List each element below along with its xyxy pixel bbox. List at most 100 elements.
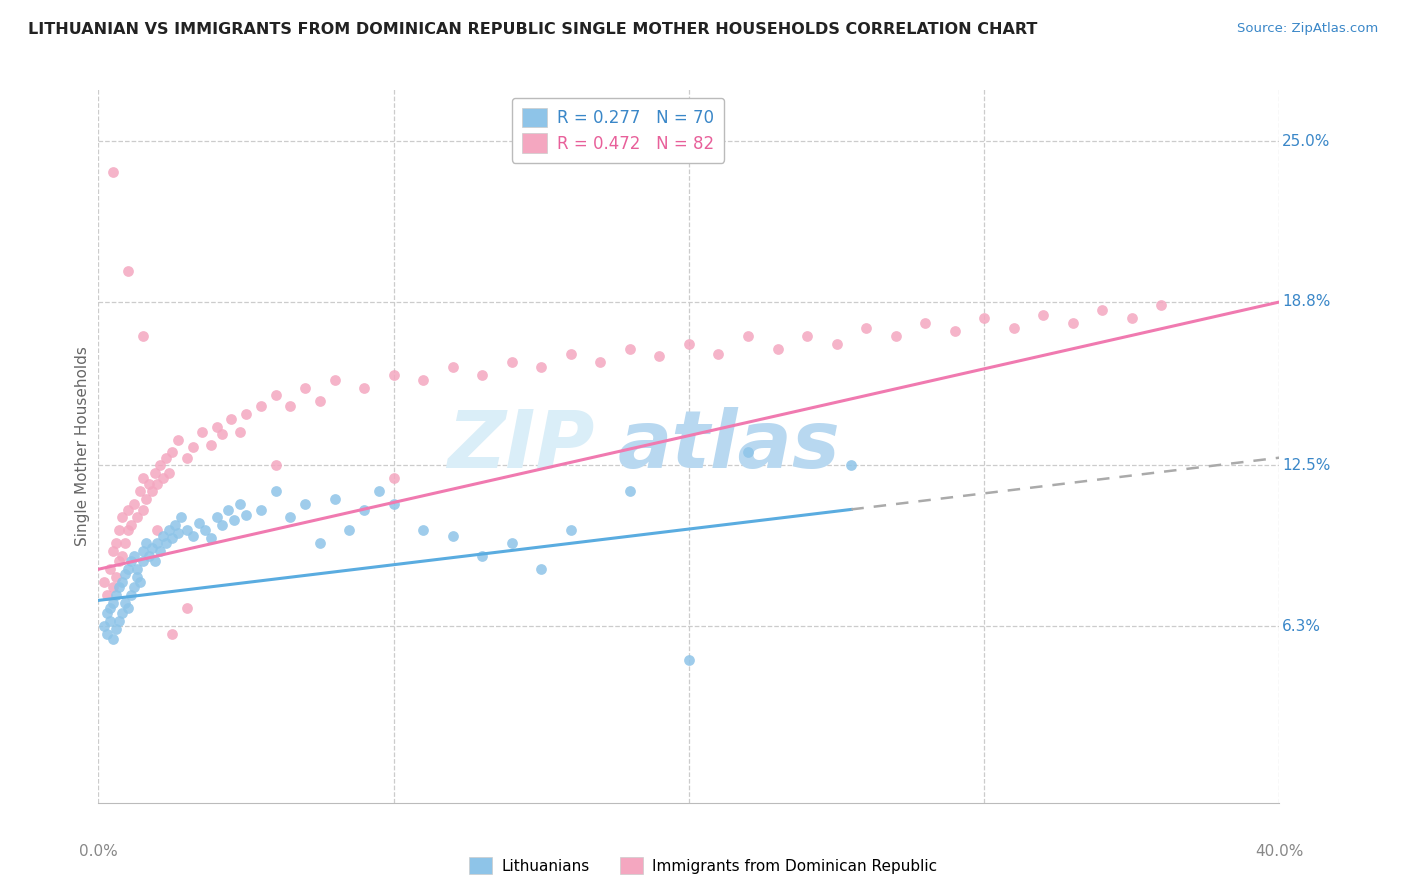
Point [108, 581, 131, 595]
Point [278, 399, 302, 413]
Point [471, 368, 494, 382]
Point [120, 518, 142, 533]
Point [149, 458, 172, 473]
Point [678, 653, 700, 667]
Point [96, 588, 118, 602]
Point [111, 607, 134, 621]
Point [441, 528, 464, 542]
Point [111, 510, 134, 524]
Point [235, 508, 257, 522]
Point [796, 328, 818, 343]
Point [884, 328, 907, 343]
Point [205, 419, 228, 434]
Point [162, 445, 183, 459]
Point [120, 554, 142, 568]
Point [309, 536, 332, 550]
Point [93, 575, 115, 590]
Point [353, 502, 375, 516]
Legend: R = 0.277   N = 70, R = 0.472   N = 82: R = 0.277 N = 70, R = 0.472 N = 82 [512, 97, 724, 162]
Point [132, 502, 155, 516]
Point [211, 427, 233, 442]
Point [105, 570, 128, 584]
Point [412, 373, 434, 387]
Point [589, 354, 612, 368]
Point [117, 502, 139, 516]
Point [973, 310, 995, 325]
Text: Source: ZipAtlas.com: Source: ZipAtlas.com [1237, 22, 1378, 36]
Point [98, 601, 121, 615]
Point [114, 596, 136, 610]
Point [111, 549, 134, 564]
Point [103, 581, 125, 595]
Point [132, 471, 155, 485]
Point [382, 497, 405, 511]
Point [278, 510, 302, 524]
Point [229, 425, 252, 439]
Point [114, 536, 136, 550]
Point [141, 484, 163, 499]
Point [162, 627, 183, 641]
Point [264, 484, 287, 499]
Point [108, 524, 131, 538]
Point [224, 513, 246, 527]
Point [98, 614, 121, 628]
Text: 18.8%: 18.8% [1282, 294, 1330, 310]
Point [162, 531, 183, 545]
Point [96, 627, 118, 641]
Point [294, 497, 316, 511]
Point [737, 328, 759, 343]
Point [143, 467, 166, 481]
Point [181, 528, 204, 542]
Point [707, 347, 730, 361]
Point [619, 342, 641, 356]
Point [146, 536, 169, 550]
Point [103, 544, 125, 558]
Text: atlas: atlas [619, 407, 841, 485]
Point [103, 632, 125, 647]
Point [108, 614, 131, 628]
Point [146, 524, 169, 538]
Point [152, 471, 174, 485]
Point [170, 510, 193, 524]
Point [128, 575, 150, 590]
Point [117, 264, 139, 278]
Point [1150, 297, 1173, 311]
Point [250, 399, 273, 413]
Point [441, 359, 464, 374]
Text: 0.0%: 0.0% [79, 845, 118, 859]
Point [368, 484, 391, 499]
Point [114, 567, 136, 582]
Text: 40.0%: 40.0% [1256, 845, 1303, 859]
Point [93, 619, 115, 633]
Point [176, 524, 198, 538]
Point [167, 433, 190, 447]
Point [157, 467, 180, 481]
Legend: Lithuanians, Immigrants from Dominican Republic: Lithuanians, Immigrants from Dominican R… [463, 851, 943, 880]
Point [1002, 321, 1025, 335]
Point [914, 316, 936, 330]
Point [382, 368, 405, 382]
Point [132, 328, 155, 343]
Point [250, 502, 273, 516]
Point [855, 321, 877, 335]
Point [117, 562, 139, 576]
Point [648, 350, 671, 364]
Point [264, 388, 287, 402]
Point [235, 407, 257, 421]
Point [619, 484, 641, 499]
Point [412, 524, 434, 538]
Point [501, 536, 523, 550]
Point [294, 381, 316, 395]
Point [766, 342, 789, 356]
Point [135, 536, 157, 550]
Point [143, 554, 166, 568]
Point [125, 562, 148, 576]
Point [98, 562, 121, 576]
Point [264, 458, 287, 473]
Point [211, 518, 233, 533]
Point [530, 562, 553, 576]
Point [1091, 302, 1114, 317]
Point [1121, 310, 1143, 325]
Point [560, 524, 582, 538]
Point [111, 575, 134, 590]
